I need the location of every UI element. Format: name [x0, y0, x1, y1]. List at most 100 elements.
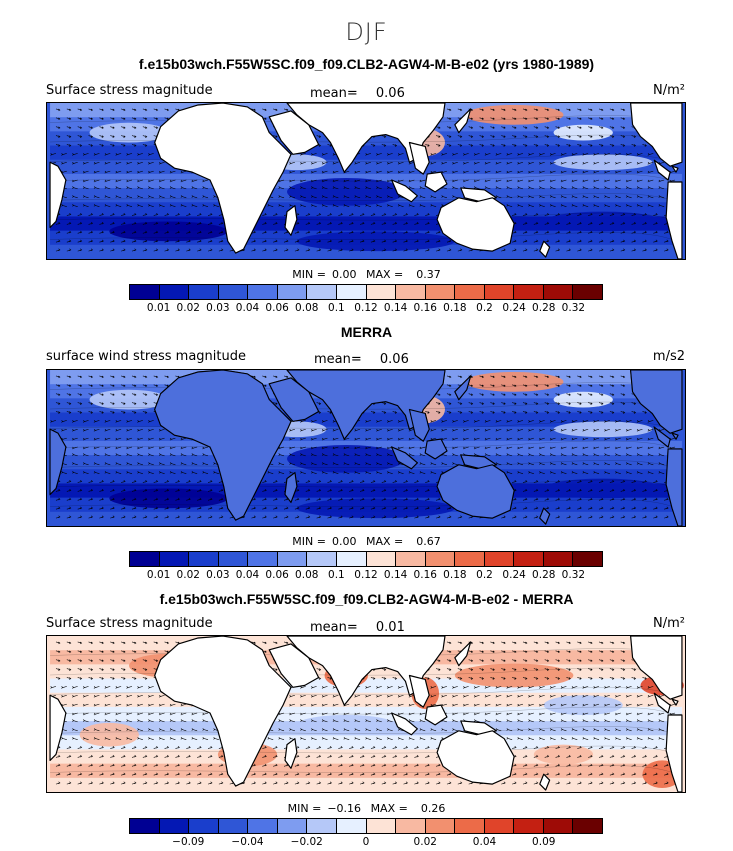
wind-arrow	[381, 754, 387, 758]
wind-arrow	[544, 212, 550, 216]
wind-arrow	[381, 677, 387, 680]
wind-arrow	[582, 719, 589, 723]
wind-arrow	[191, 453, 198, 457]
wind-arrow	[577, 108, 582, 112]
wind-arrow	[452, 462, 458, 466]
wind-arrow	[658, 186, 665, 190]
wind-arrow	[615, 703, 621, 707]
wind-arrow	[642, 745, 647, 749]
wind-arrow	[207, 745, 213, 749]
wind-arrow	[121, 659, 126, 662]
wind-arrow	[110, 650, 115, 654]
wind-arrow	[169, 170, 176, 174]
colorbar-swatch	[543, 285, 574, 299]
wind-arrow	[327, 248, 332, 252]
wind-arrow	[517, 453, 524, 457]
wind-arrow	[300, 462, 306, 466]
wind-arrow	[425, 230, 430, 234]
wind-arrow	[642, 754, 647, 758]
wind-arrow	[126, 462, 133, 466]
field-blob	[543, 478, 663, 499]
wind-arrow	[598, 248, 604, 252]
wind-arrow	[615, 437, 621, 441]
wind-arrow	[468, 668, 474, 671]
wind-arrow	[110, 659, 115, 662]
wind-arrow	[131, 126, 137, 129]
wind-arrow	[533, 506, 539, 510]
wind-arrow	[365, 694, 372, 698]
wind-arrow	[300, 179, 306, 183]
wind-arrow	[142, 393, 148, 396]
wind-arrow	[262, 497, 267, 501]
wind-arrow	[582, 420, 589, 423]
wind-arrow	[598, 677, 604, 680]
wind-arrow	[131, 479, 137, 483]
colorbar-tick-label: −0.02	[290, 836, 323, 848]
wind-arrow	[99, 393, 104, 396]
wind-arrow	[82, 703, 89, 707]
wind-arrow	[370, 221, 376, 225]
wind-arrow	[338, 781, 343, 785]
wind-arrow	[142, 402, 148, 405]
panel-3-mean: mean= 0.01	[310, 620, 405, 635]
wind-arrow	[512, 668, 517, 671]
wind-arrow	[571, 446, 578, 450]
wind-arrow	[463, 686, 469, 689]
wind-arrow	[588, 221, 593, 225]
wind-arrow	[430, 703, 437, 707]
land-polygon	[454, 108, 472, 134]
wind-arrow	[66, 677, 72, 680]
wind-arrow	[549, 420, 556, 423]
wind-arrow	[327, 488, 332, 492]
wind-arrow	[452, 161, 458, 165]
wind-arrow	[479, 659, 485, 662]
wind-arrow	[604, 420, 610, 423]
wind-arrow	[582, 703, 589, 707]
wind-arrow	[370, 781, 376, 785]
wind-arrow	[349, 745, 354, 749]
wind-arrow	[142, 239, 148, 243]
wind-arrow	[126, 428, 133, 432]
wind-arrow	[582, 170, 589, 174]
wind-arrow	[207, 497, 213, 501]
wind-arrow	[446, 135, 452, 138]
wind-arrow	[549, 204, 556, 207]
wind-arrow	[598, 497, 604, 501]
wind-arrow	[343, 719, 350, 723]
wind-arrow	[126, 453, 133, 457]
wind-arrow	[490, 650, 495, 654]
wind-arrow	[571, 462, 578, 466]
wind-arrow	[425, 488, 430, 492]
wind-arrow	[625, 186, 632, 190]
colorbar-tick-label: 0.1	[328, 302, 345, 314]
wind-arrow	[262, 375, 267, 379]
wind-arrow	[283, 641, 289, 645]
field-band	[50, 202, 682, 218]
wind-arrow	[88, 230, 94, 234]
wind-arrow	[197, 221, 202, 225]
wind-arrow	[539, 204, 545, 207]
wind-arrow	[582, 694, 589, 698]
wind-arrow	[121, 641, 126, 645]
wind-arrow	[501, 375, 506, 379]
wind-arrow	[289, 161, 295, 165]
panel-1-mean-label: mean=	[310, 86, 358, 101]
panel-3-map-svg	[49, 636, 684, 792]
wind-arrow	[653, 772, 658, 776]
wind-arrow	[479, 411, 485, 414]
wind-arrow	[158, 161, 165, 165]
wind-arrow	[175, 754, 180, 758]
land-polygon	[653, 159, 671, 181]
wind-arrow	[294, 239, 300, 243]
wind-arrow	[512, 650, 517, 654]
wind-arrow	[104, 195, 111, 199]
wind-arrow	[82, 737, 89, 740]
wind-arrow	[338, 497, 343, 501]
wind-arrow	[376, 446, 382, 450]
wind-arrow	[343, 462, 350, 466]
wind-arrow	[495, 453, 502, 457]
wind-arrow	[66, 135, 72, 138]
colorbar-swatch	[277, 552, 308, 566]
wind-arrow	[522, 745, 528, 749]
wind-arrow	[104, 694, 111, 698]
